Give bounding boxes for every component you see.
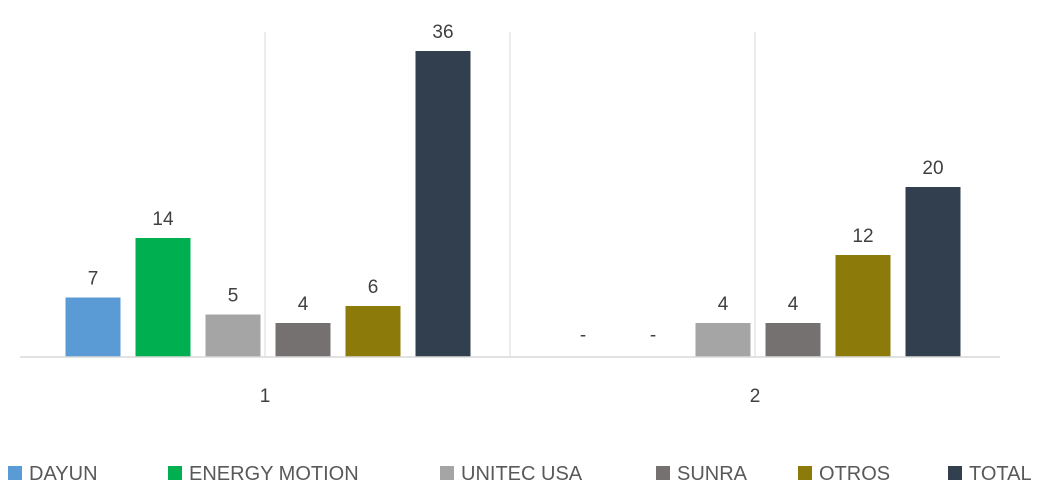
bar bbox=[695, 323, 751, 357]
legend-swatch bbox=[440, 466, 454, 480]
legend-label: OTROS bbox=[819, 463, 890, 485]
bar bbox=[345, 306, 401, 357]
x-tick-label: 1 bbox=[260, 386, 271, 407]
bar bbox=[135, 238, 191, 357]
data-label: 7 bbox=[88, 269, 99, 290]
bars bbox=[65, 51, 961, 357]
gridlines bbox=[264, 32, 756, 357]
data-label: 36 bbox=[432, 22, 453, 43]
data-label: 20 bbox=[922, 158, 943, 179]
legend: DAYUN ENERGY MOTION UNITEC USA SUNRA OTROS TO… bbox=[8, 463, 1032, 485]
bar bbox=[835, 255, 891, 357]
legend-swatch bbox=[656, 466, 670, 480]
data-label: 4 bbox=[788, 294, 799, 315]
legend-swatch bbox=[948, 466, 962, 480]
legend-swatch bbox=[168, 466, 182, 480]
bar bbox=[275, 323, 331, 357]
x-tick-label: 2 bbox=[750, 386, 761, 407]
bar bbox=[65, 297, 121, 357]
legend-label: SUNRA bbox=[677, 463, 748, 485]
legend-swatch bbox=[798, 466, 812, 480]
legend-swatch bbox=[8, 466, 22, 480]
data-label: 5 bbox=[228, 286, 239, 307]
legend-label: DAYUN bbox=[29, 463, 98, 485]
bar bbox=[905, 187, 961, 357]
data-label: 12 bbox=[852, 226, 873, 247]
data-label: 4 bbox=[298, 294, 309, 315]
data-label: 6 bbox=[368, 277, 379, 298]
legend-label: ENERGY MOTION bbox=[189, 463, 359, 485]
bar bbox=[205, 314, 261, 357]
legend-label: TOTAL bbox=[969, 463, 1032, 485]
bar bbox=[765, 323, 821, 357]
data-label: - bbox=[650, 325, 656, 346]
data-labels: 7 14 5 4 6 36 - - 4 4 12 20 bbox=[88, 22, 944, 346]
data-label: 14 bbox=[152, 209, 174, 230]
data-label: 4 bbox=[718, 294, 729, 315]
data-label: - bbox=[580, 325, 586, 346]
bar bbox=[415, 51, 471, 357]
legend-label: UNITEC USA bbox=[461, 463, 583, 485]
